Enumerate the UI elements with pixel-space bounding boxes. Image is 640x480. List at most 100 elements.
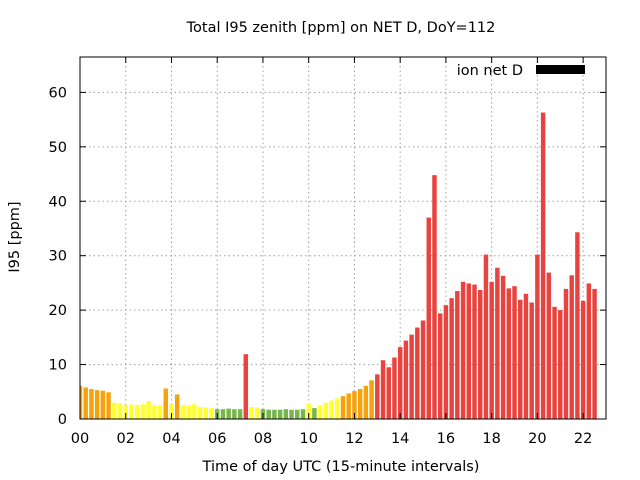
- bar-13: [152, 405, 157, 419]
- bar-88: [580, 300, 586, 419]
- x-tick-label-9: 18: [482, 431, 500, 447]
- bar-66: [455, 291, 460, 419]
- bar-63: [437, 313, 443, 419]
- bar-23: [209, 408, 214, 419]
- x-tick-label-1: 02: [117, 431, 135, 447]
- bar-14: [157, 405, 163, 419]
- bar-34: [272, 409, 277, 419]
- bar-73: [495, 267, 500, 419]
- legend: ion net D: [457, 63, 585, 79]
- bar-65: [449, 298, 454, 419]
- x-tick-label-3: 06: [208, 431, 226, 447]
- bar-20: [192, 404, 197, 419]
- bar-75: [506, 288, 512, 419]
- x-axis-label: Time of day UTC (15-minute intervals): [202, 459, 480, 475]
- bar-68: [466, 283, 472, 419]
- bar-57: [403, 340, 409, 419]
- bar-62: [432, 175, 437, 419]
- bar-28: [237, 409, 243, 419]
- bar-55: [392, 357, 397, 419]
- x-tick-label-6: 12: [345, 431, 363, 447]
- plot-frame: [79, 56, 607, 420]
- bar-8: [123, 404, 128, 419]
- bar-81: [540, 112, 546, 419]
- bar-25: [220, 409, 226, 419]
- bar-76: [512, 286, 517, 419]
- axes: [79, 56, 607, 420]
- bar-46: [340, 396, 346, 419]
- bar-70: [477, 289, 483, 419]
- bar-41: [312, 408, 317, 419]
- bar-83: [552, 306, 557, 419]
- bar-79: [529, 302, 534, 419]
- bar-43: [323, 402, 329, 419]
- bar-1: [83, 387, 88, 419]
- bar-58: [409, 334, 414, 419]
- bar-37: [289, 409, 294, 419]
- x-tick-labels: 00 02 04 06 08 10 12 14 16 18 20 22: [71, 431, 593, 447]
- y-tick-label-0: 0: [58, 412, 67, 428]
- bar-36: [283, 409, 289, 419]
- bar-21: [197, 407, 203, 419]
- bar-11: [140, 404, 146, 419]
- bars: [80, 112, 597, 419]
- y-tick-label-4: 40: [49, 194, 67, 210]
- bar-0: [80, 385, 83, 419]
- bar-60: [420, 320, 426, 419]
- bar-9: [129, 404, 134, 419]
- y-tick-label-5: 50: [49, 140, 67, 156]
- bar-10: [134, 404, 140, 419]
- bar-44: [329, 400, 334, 419]
- x-tick-label-4: 08: [254, 431, 272, 447]
- bar-71: [483, 254, 489, 419]
- bar-18: [180, 405, 186, 419]
- bar-85: [563, 288, 569, 419]
- bar-38: [295, 409, 300, 419]
- bar-53: [380, 360, 386, 419]
- bar-6: [112, 402, 117, 419]
- bar-56: [397, 347, 403, 419]
- bar-59: [415, 327, 420, 419]
- bar-7: [117, 403, 123, 419]
- bar-47: [346, 393, 351, 419]
- bar-51: [369, 380, 374, 419]
- y-tick-labels: 0 10 20 30 40 50 60: [49, 85, 67, 428]
- x-tick-label-8: 16: [437, 431, 455, 447]
- bar-84: [558, 310, 563, 419]
- bar-26: [226, 408, 231, 419]
- bar-90: [592, 288, 597, 419]
- bar-22: [203, 407, 209, 419]
- bar-29: [243, 354, 249, 419]
- x-tick-label-2: 04: [162, 431, 180, 447]
- bar-74: [500, 275, 506, 419]
- chart-title: Total I95 zenith [ppm] on NET D, DoY=112: [186, 20, 496, 36]
- bar-77: [518, 299, 523, 419]
- bar-78: [523, 293, 529, 419]
- legend-swatch: [536, 65, 585, 74]
- bar-19: [186, 405, 191, 419]
- bar-27: [232, 409, 237, 419]
- x-tick-label-10: 20: [528, 431, 546, 447]
- bar-5: [106, 392, 111, 419]
- bar-17: [174, 394, 180, 419]
- bar-16: [169, 404, 174, 419]
- bar-4: [100, 390, 106, 419]
- bar-42: [317, 405, 323, 419]
- bar-35: [277, 409, 283, 419]
- bar-89: [586, 283, 592, 419]
- bar-39: [300, 409, 306, 419]
- y-tick-label-2: 20: [49, 303, 67, 319]
- bar-86: [569, 275, 574, 419]
- bar-72: [489, 281, 494, 419]
- x-tick-label-0: 00: [71, 431, 89, 447]
- bar-49: [357, 389, 363, 419]
- bar-2: [89, 389, 94, 419]
- bar-61: [426, 217, 431, 419]
- bar-33: [266, 409, 271, 419]
- bar-31: [255, 407, 260, 419]
- y-tick-label-1: 10: [49, 358, 67, 374]
- bar-80: [535, 254, 540, 419]
- bar-52: [375, 374, 380, 419]
- y-tick-label-3: 30: [49, 249, 67, 265]
